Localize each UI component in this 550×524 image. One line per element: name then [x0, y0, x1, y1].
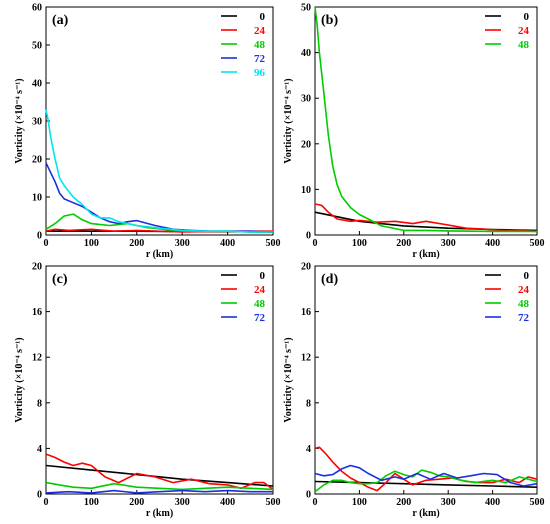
- x-tick-label: 400: [220, 497, 235, 508]
- y-tick-label: 8: [306, 398, 311, 409]
- x-tick-label: 0: [313, 238, 318, 249]
- x-tick-label: 0: [44, 238, 49, 249]
- legend-entry: 48: [518, 39, 530, 51]
- x-tick-label: 0: [313, 497, 318, 508]
- series-line-72: [45, 489, 273, 494]
- y-axis-label: Vorticity (×10⁻⁴ s⁻¹): [283, 78, 294, 163]
- x-tick-label: 200: [129, 238, 144, 249]
- plot-frame: [45, 6, 274, 236]
- y-tick-label: 20: [32, 262, 42, 273]
- series-line-96: [45, 109, 273, 233]
- x-tick-label: 400: [220, 238, 235, 249]
- y-axis-label: Vorticity (×10⁻⁴ s⁻¹): [14, 337, 25, 422]
- series-line-0: [45, 464, 274, 487]
- x-axis-label: r (km): [412, 249, 439, 260]
- series-line-48: [45, 481, 274, 491]
- panel-label: (a): [52, 13, 69, 28]
- legend-entry: 0: [524, 270, 530, 282]
- legend-entry: 24: [254, 25, 266, 37]
- y-tick-label: 0: [37, 490, 42, 501]
- x-tick-label: 300: [175, 238, 190, 249]
- legend-entry: 0: [260, 11, 266, 23]
- y-tick-label: 30: [301, 94, 311, 105]
- legend-entry: 72: [518, 312, 530, 324]
- y-tick-label: 12: [301, 353, 311, 364]
- y-tick-label: 16: [301, 307, 311, 318]
- x-tick-label: 300: [441, 238, 456, 249]
- plot-frame: [314, 6, 538, 236]
- y-tick-label: 4: [37, 444, 42, 455]
- legend-entry: 72: [254, 53, 266, 65]
- y-tick-label: 20: [32, 155, 42, 166]
- x-tick-label: 100: [352, 238, 367, 249]
- x-tick-label: 100: [352, 497, 367, 508]
- x-tick-label: 0: [44, 497, 49, 508]
- plot-frame: [45, 265, 274, 495]
- x-tick-label: 500: [266, 238, 281, 249]
- x-tick-label: 500: [266, 497, 281, 508]
- x-tick-label: 100: [84, 497, 99, 508]
- y-tick-label: 0: [306, 490, 311, 501]
- x-tick-label: 400: [485, 497, 500, 508]
- plot-frame: [314, 265, 538, 495]
- y-tick-label: 0: [306, 231, 311, 242]
- panel-1: 0 100 200 300 400 500 0 10 20 30 40 50 r (km) Vortici…: [283, 3, 545, 261]
- series-line-24: [314, 203, 538, 233]
- legend-entry: 48: [254, 39, 266, 51]
- y-tick-label: 30: [32, 117, 42, 128]
- panel-label: (c): [52, 272, 68, 287]
- x-axis-label: r (km): [146, 508, 173, 519]
- x-tick-label: 500: [530, 238, 545, 249]
- y-tick-label: 60: [32, 3, 42, 14]
- legend-entry: 24: [254, 284, 266, 296]
- panel-0: 0 100 200 300 400 500 0 10 20 30 40 50 60 r (km) Vorti…: [14, 3, 281, 261]
- panel-label: (d): [321, 272, 338, 287]
- legend-entry: 24: [518, 25, 530, 37]
- y-tick-label: 10: [32, 193, 42, 204]
- legend-entry: 24: [518, 284, 530, 296]
- x-tick-label: 400: [485, 238, 500, 249]
- x-tick-label: 500: [530, 497, 545, 508]
- legend-entry: 72: [254, 312, 266, 324]
- legend-entry: 0: [260, 270, 266, 282]
- legend-entry: 48: [518, 298, 530, 310]
- y-tick-label: 4: [306, 444, 311, 455]
- y-tick-label: 50: [32, 41, 42, 52]
- x-axis-label: r (km): [412, 508, 439, 519]
- y-tick-label: 20: [301, 262, 311, 273]
- y-tick-label: 8: [37, 398, 42, 409]
- y-tick-label: 40: [301, 48, 311, 59]
- x-tick-label: 300: [175, 497, 190, 508]
- y-axis-label: Vorticity (×10⁻⁴ s⁻¹): [14, 78, 25, 163]
- y-tick-label: 40: [32, 79, 42, 90]
- series-line-48: [314, 6, 537, 233]
- y-tick-label: 0: [37, 231, 42, 242]
- x-tick-label: 200: [129, 497, 144, 508]
- series-line-72: [314, 464, 538, 487]
- y-tick-label: 16: [32, 307, 42, 318]
- y-tick-label: 20: [301, 139, 311, 150]
- y-tick-label: 50: [301, 3, 311, 14]
- series-line-72: [45, 162, 274, 233]
- y-tick-label: 12: [32, 353, 42, 364]
- x-tick-label: 300: [441, 497, 456, 508]
- x-tick-label: 100: [84, 238, 99, 249]
- legend-entry: 0: [524, 11, 530, 23]
- legend-entry: 48: [254, 298, 266, 310]
- panel-label: (b): [321, 13, 338, 28]
- series-line-48: [314, 469, 538, 493]
- legend-entry: 96: [254, 67, 266, 79]
- x-tick-label: 200: [396, 238, 411, 249]
- y-tick-label: 10: [301, 185, 311, 196]
- x-tick-label: 200: [396, 497, 411, 508]
- x-axis-label: r (km): [146, 249, 173, 260]
- y-axis-label: Vorticity (×10⁻⁴ s⁻¹): [283, 337, 294, 422]
